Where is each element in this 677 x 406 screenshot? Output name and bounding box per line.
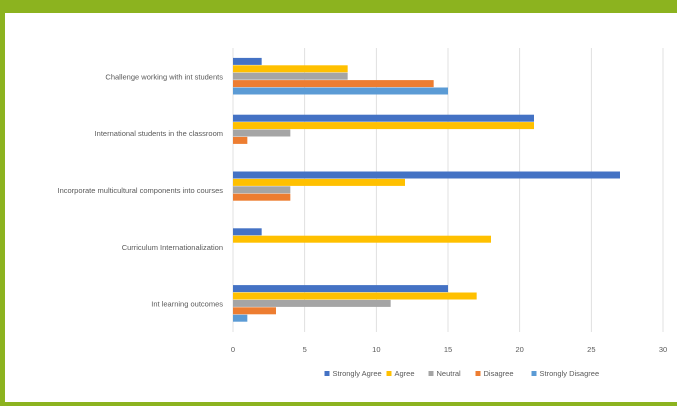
bar bbox=[233, 57, 262, 65]
bar bbox=[233, 72, 348, 80]
bars bbox=[233, 57, 620, 322]
bar bbox=[233, 80, 434, 88]
x-tick-label: 25 bbox=[587, 345, 595, 354]
x-tick-labels: 0 5 10 15 20 25 30 bbox=[231, 345, 667, 354]
x-tick-label: 30 bbox=[659, 345, 667, 354]
category-label: Int learning outcomes bbox=[151, 300, 223, 309]
bar bbox=[233, 136, 248, 144]
legend-swatch bbox=[475, 371, 481, 376]
header-bar bbox=[0, 0, 677, 13]
bar bbox=[233, 235, 491, 243]
legend-swatch bbox=[386, 371, 392, 376]
bar bbox=[233, 129, 291, 137]
x-tick-label: 5 bbox=[303, 345, 307, 354]
legend: Strongly Agree Agree Neutral Disagree Strong… bbox=[324, 369, 600, 378]
grid-lines bbox=[232, 48, 664, 332]
x-tick-label: 20 bbox=[515, 345, 523, 354]
legend-label: Strongly Agree bbox=[333, 369, 382, 378]
bar bbox=[233, 193, 291, 201]
x-tick-label: 15 bbox=[444, 345, 452, 354]
legend-label: Agree bbox=[395, 369, 415, 378]
x-tick-label: 10 bbox=[372, 345, 380, 354]
category-label: Challenge working with int students bbox=[105, 72, 223, 81]
bar bbox=[233, 314, 248, 322]
legend-label: Neutral bbox=[437, 369, 462, 378]
category-labels: Challenge working with int students Inter… bbox=[58, 72, 224, 308]
bar bbox=[233, 65, 348, 73]
bar bbox=[233, 171, 620, 179]
bar bbox=[233, 87, 448, 95]
legend-swatch bbox=[324, 371, 330, 376]
bar bbox=[233, 292, 477, 300]
bar bbox=[233, 307, 276, 315]
legend-label: Strongly Disagree bbox=[540, 369, 600, 378]
bar bbox=[233, 178, 405, 186]
bar bbox=[233, 285, 448, 293]
bar bbox=[233, 186, 291, 194]
category-label: International students in the classroom bbox=[95, 129, 223, 138]
bar bbox=[233, 114, 534, 122]
bar bbox=[233, 122, 534, 130]
legend-label: Disagree bbox=[484, 369, 514, 378]
category-label: Curriculum Internationalization bbox=[122, 243, 223, 252]
bar bbox=[233, 228, 262, 236]
category-label: Incorporate multicultural components int… bbox=[58, 186, 224, 195]
x-tick-label: 0 bbox=[231, 345, 235, 354]
bar bbox=[233, 299, 391, 307]
legend-swatch bbox=[531, 371, 537, 376]
legend-swatch bbox=[428, 371, 434, 376]
